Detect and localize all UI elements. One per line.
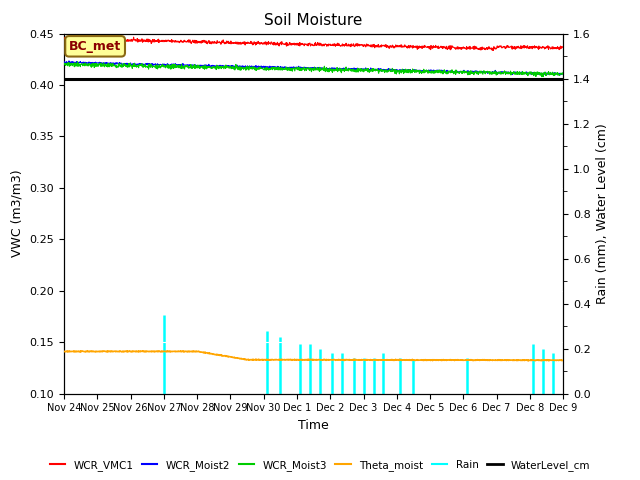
WCR_Moist3 — [559, 70, 566, 76]
WCR_VMC1 — [301, 41, 309, 47]
WCR_Moist2 — [156, 61, 163, 67]
WCR_Moist3 — [428, 68, 435, 74]
WCR_Moist3 — [586, 75, 594, 81]
Theta_moist — [70, 348, 78, 354]
WCR_Moist2 — [333, 67, 340, 72]
Line: WCR_VMC1: WCR_VMC1 — [64, 37, 596, 51]
WCR_VMC1 — [590, 48, 598, 54]
WCR_Moist2 — [593, 72, 600, 77]
WCR_Moist2 — [577, 73, 585, 79]
Theta_moist — [156, 348, 163, 354]
WCR_VMC1 — [60, 36, 68, 41]
WCR_Moist3 — [156, 63, 163, 69]
Theta_moist — [301, 357, 309, 363]
WCR_VMC1 — [70, 36, 78, 42]
WCR_Moist2 — [301, 65, 309, 71]
WCR_Moist3 — [60, 61, 68, 67]
Y-axis label: VWC (m3/m3): VWC (m3/m3) — [11, 170, 24, 257]
WCR_Moist2 — [70, 60, 78, 66]
WCR_VMC1 — [333, 41, 340, 47]
WCR_VMC1 — [130, 34, 138, 40]
Text: BC_met: BC_met — [69, 40, 121, 53]
WCR_VMC1 — [428, 45, 435, 50]
WCR_Moist3 — [333, 67, 340, 72]
Line: Theta_moist: Theta_moist — [64, 351, 596, 361]
Theta_moist — [559, 358, 566, 363]
Line: WCR_Moist3: WCR_Moist3 — [64, 62, 596, 78]
WCR_Moist3 — [70, 62, 78, 68]
Theta_moist — [333, 357, 340, 363]
WCR_Moist2 — [559, 71, 566, 76]
Line: WCR_Moist2: WCR_Moist2 — [64, 61, 596, 76]
Legend: WCR_VMC1, WCR_Moist2, WCR_Moist3, Theta_moist, Rain, WaterLevel_cm: WCR_VMC1, WCR_Moist2, WCR_Moist3, Theta_… — [45, 456, 595, 475]
WCR_Moist2 — [65, 58, 73, 64]
Title: Soil Moisture: Soil Moisture — [264, 13, 363, 28]
Y-axis label: Rain (mm), Water Level (cm): Rain (mm), Water Level (cm) — [596, 123, 609, 304]
WCR_Moist3 — [593, 71, 600, 77]
Theta_moist — [593, 358, 600, 363]
Theta_moist — [428, 357, 435, 363]
WCR_VMC1 — [559, 44, 566, 50]
Theta_moist — [126, 348, 134, 354]
Theta_moist — [582, 358, 589, 364]
WCR_Moist3 — [74, 59, 81, 65]
WCR_Moist2 — [428, 68, 435, 73]
Theta_moist — [60, 348, 68, 354]
WCR_VMC1 — [156, 37, 163, 43]
WCR_Moist3 — [301, 67, 309, 72]
WCR_VMC1 — [593, 47, 600, 52]
X-axis label: Time: Time — [298, 419, 329, 432]
WCR_Moist2 — [60, 60, 68, 65]
